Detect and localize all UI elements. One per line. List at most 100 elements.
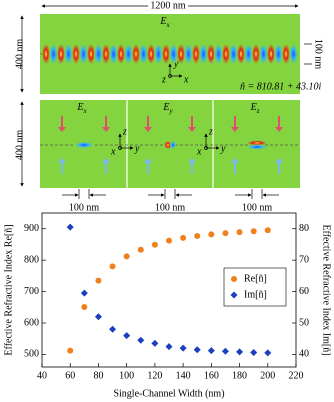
legend-label: Im[ñ] [244,289,267,300]
point [193,346,201,354]
field-lobe [42,44,50,64]
field-lobe [147,44,155,64]
axis-label: x [196,146,202,157]
legend-box [223,267,287,307]
arrow-head [188,158,196,163]
point [194,232,201,239]
top-panel: 1200 nm Ex 400 nm 100 nm y x z ñ = 810.8… [14,0,324,94]
point [264,227,271,234]
axis-label: z [208,126,213,137]
field-sub: z [256,107,260,115]
arrow-head [144,127,152,132]
field-lobe [154,44,163,64]
y2-tick-label: 60 [299,286,309,297]
y-tick-label: 700 [24,286,39,297]
field-lobe [222,44,230,64]
axis-dot [204,146,208,150]
field-lobe [252,44,260,64]
point [230,291,238,299]
x-tick-label: 120 [147,370,162,381]
field-lobe [244,44,253,64]
arrow-head [231,158,239,163]
field-lobe [259,44,268,64]
y-tick-label: 800 [24,254,39,265]
point [179,344,187,352]
point [151,339,159,347]
field-lobe [237,44,245,64]
point [137,336,145,344]
width-label: 100 nm [69,202,100,213]
y2-tick-label: 40 [299,349,309,360]
field-lobe [139,44,148,64]
field-lobe [64,44,73,64]
field-lobe [207,44,215,64]
point [109,263,116,270]
field-label: Ex [76,102,87,114]
arrow-head [275,127,283,132]
field-lobe [72,44,80,64]
axis-label: x [183,74,189,85]
point [222,230,229,237]
x-tick-label: 200 [260,370,275,381]
y-axis-label: Effective Refractive Index Re[ñ] [3,224,14,355]
field-spot [75,142,93,148]
width-label: 100 nm [242,202,273,213]
field-lobe [117,44,125,64]
arrow-head [58,127,66,132]
y-tick-label: 500 [24,349,39,360]
field-spot [170,141,176,149]
index-label: ñ = 810.81 + 43.10i [240,81,321,92]
axis-label: z [122,126,127,137]
field-sub: y [169,107,174,115]
field-spot [247,144,267,150]
point [80,289,88,297]
x-tick-label: 140 [176,370,191,381]
axis-label: y [220,143,226,154]
point [221,347,229,355]
arrow-head [144,158,152,163]
field-lobe [282,44,290,64]
x-tick-label: 160 [204,370,219,381]
y-tick-label: 900 [24,223,39,234]
y2-tick-label: 80 [299,223,309,234]
x-tick-label: 60 [65,370,75,381]
point [236,348,244,356]
y-tick-label: 600 [24,317,39,328]
field-lobe [94,44,103,64]
point [166,237,172,244]
x-tick-label: 220 [289,370,304,381]
point [264,349,272,357]
field-lobe [124,44,133,64]
field-lobe [87,44,95,64]
field-label: Ez [250,102,260,114]
field-lobe [169,44,178,64]
arrow-head [58,158,66,163]
field-sub: x [83,107,88,115]
point [151,241,158,248]
field-lobe [214,44,223,64]
field-spot [247,140,267,146]
field-base: E [250,102,257,113]
x-tick-label: 80 [93,370,103,381]
point [236,229,243,236]
label-bg [148,1,188,11]
point [250,349,258,357]
field-lobe [192,44,200,64]
field-lobe [199,44,208,64]
point [67,347,74,354]
arrow-head [102,158,110,163]
point [137,246,144,253]
field-lobe [184,44,193,64]
field-base: E [76,102,83,113]
arrow-head [275,158,283,163]
axes-icon [168,63,183,78]
point [207,347,215,355]
arrow-head [102,127,110,132]
field-lobe [162,44,170,64]
point [123,253,130,260]
y2-tick-label: 50 [299,317,309,328]
field-lobe [229,44,238,64]
height-label: 400 nm [14,130,25,161]
